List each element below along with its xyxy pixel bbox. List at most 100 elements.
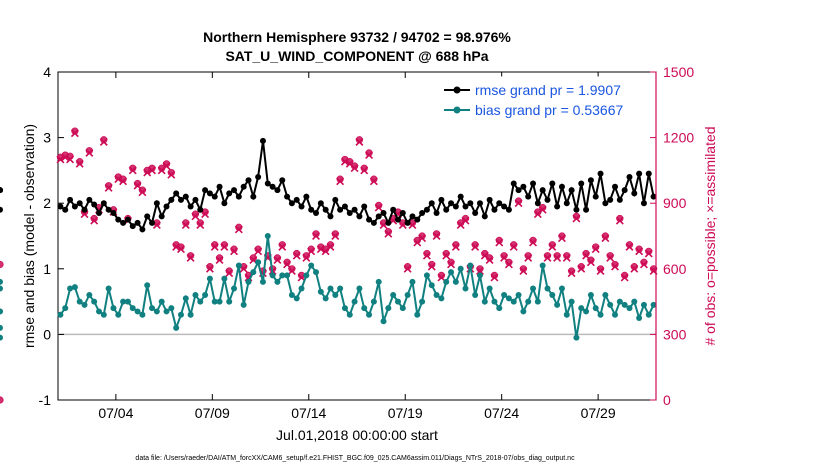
rmse-point	[120, 219, 127, 226]
bias-point	[650, 301, 657, 308]
rmse-point	[110, 210, 117, 217]
bias-point	[120, 298, 127, 305]
rmse-point	[520, 183, 527, 190]
obs-possible-marker	[423, 249, 431, 258]
bias-point	[71, 284, 78, 291]
obs-possible-marker	[514, 197, 523, 205]
bias-point	[0, 334, 3, 341]
x-tick-label: 07/09	[195, 405, 230, 421]
bias-point	[279, 272, 286, 279]
bias-point	[255, 259, 262, 266]
bias-point	[476, 272, 483, 279]
rmse-point	[216, 183, 223, 190]
bias-point	[298, 285, 305, 292]
obs-possible-marker	[601, 232, 609, 240]
rmse-point	[650, 193, 657, 200]
bias-point	[0, 308, 3, 315]
bias-point	[313, 269, 320, 276]
bias-point	[496, 305, 503, 312]
y-tick-left-label: 4	[43, 64, 51, 80]
chart-subtitle: SAT_U_WIND_COMPONENT @ 688 hPa	[225, 48, 488, 64]
bias-point	[530, 285, 537, 292]
obs-possible-marker	[645, 247, 653, 255]
rmse-point	[341, 203, 348, 210]
obs-possible-marker	[616, 214, 624, 223]
obs-possible-marker	[640, 258, 648, 266]
obs-possible-marker	[346, 158, 354, 166]
rmse-point	[182, 193, 189, 200]
obs-possible-marker	[235, 223, 243, 231]
bias-point	[168, 305, 175, 312]
bias-point	[597, 311, 604, 318]
axes: 07/04 07/09 07/14 07/19 07/24 07/29 -1 0 1 2 3 4 0 30…	[39, 64, 695, 421]
rmse-point	[501, 203, 508, 210]
x-axis-label: Jul.01,2018 00:00:00 start	[276, 427, 438, 443]
bias-point	[245, 278, 252, 285]
bias-point	[221, 275, 228, 282]
rmse-point	[428, 200, 435, 207]
obs-possible-marker	[211, 241, 219, 249]
rmse-point	[264, 180, 271, 187]
obs-possible-marker	[196, 219, 204, 227]
bias-point	[423, 272, 430, 279]
obs-possible-marker	[360, 164, 368, 172]
rmse-point	[602, 200, 609, 207]
obs-possible-marker	[611, 260, 619, 269]
bias-point	[361, 305, 368, 312]
bias-point	[351, 298, 358, 305]
bias-point	[525, 298, 532, 305]
bias-point	[341, 305, 348, 312]
bias-point	[192, 292, 199, 299]
x-tick-label: 07/04	[98, 405, 133, 421]
y-tick-right-label: 600	[663, 261, 687, 277]
rmse-point	[640, 200, 647, 207]
bias-point	[250, 269, 257, 276]
bias-point	[206, 275, 213, 282]
bias-point	[216, 298, 223, 305]
bias-point	[288, 292, 295, 299]
rmse-point	[95, 210, 102, 217]
bias-point	[187, 311, 194, 318]
rmse-point	[279, 177, 286, 184]
bias-point	[592, 305, 599, 312]
y-tick-right-label: 0	[663, 392, 671, 408]
rmse-point	[573, 206, 580, 213]
obs-possible-marker	[230, 245, 238, 253]
obs-possible-marker	[428, 260, 436, 269]
rmse-point	[366, 216, 373, 223]
obs-possible-marker	[322, 245, 330, 253]
chart-titles: Northern Hemisphere 93732 / 94702 = 98.9…	[203, 29, 511, 64]
bias-point	[366, 311, 373, 318]
bias-point	[491, 298, 498, 305]
bias-point	[520, 308, 527, 315]
rmse-point	[568, 187, 575, 194]
obs-possible-marker	[220, 241, 228, 249]
legend-rmse-marker	[453, 86, 461, 94]
rmse-point	[626, 173, 633, 180]
bias-point	[110, 305, 117, 312]
obs-possible-marker	[138, 186, 146, 194]
obs-possible-marker	[404, 263, 412, 271]
obs-possible-marker	[519, 265, 527, 273]
rmse-point	[240, 183, 247, 190]
bias-point	[645, 311, 652, 318]
obs-possible-marker	[370, 175, 378, 183]
x-tick-label: 07/19	[388, 405, 423, 421]
rmse-point	[206, 190, 213, 197]
rmse-point	[496, 200, 503, 207]
obs-possible-marker	[413, 236, 421, 244]
bias-point	[404, 292, 411, 299]
bias-point	[144, 282, 151, 289]
rmse-point	[332, 196, 339, 203]
obs-possible-marker	[191, 210, 200, 218]
obs-possible-marker	[90, 214, 98, 223]
rmse-point	[476, 200, 483, 207]
bias-point	[390, 292, 397, 299]
bias-point	[95, 308, 102, 315]
rmse-point	[583, 206, 590, 213]
y-tick-left-label: 0	[43, 326, 51, 342]
bias-point	[385, 305, 392, 312]
bias-point	[399, 305, 406, 312]
legend-bias-marker	[453, 106, 461, 114]
